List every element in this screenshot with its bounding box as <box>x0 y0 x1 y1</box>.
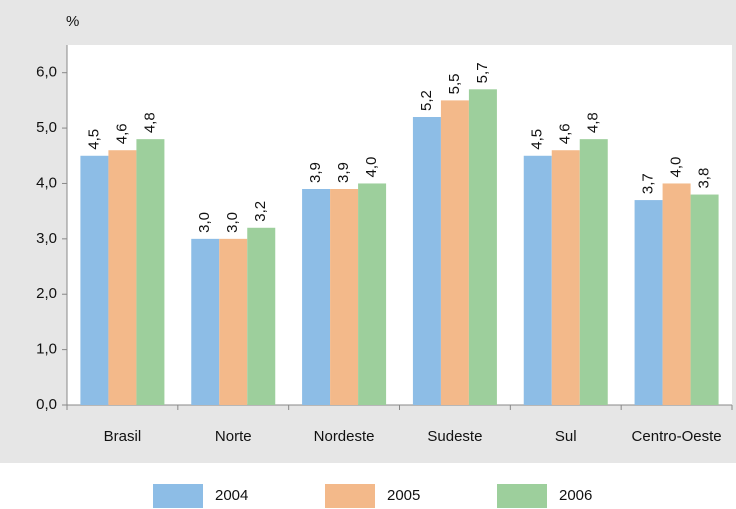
legend-label: 2005 <box>387 487 420 504</box>
bar <box>551 150 580 405</box>
data-label: 4,5 <box>85 129 102 150</box>
data-label: 4,8 <box>585 112 602 133</box>
bar <box>440 100 469 405</box>
legend-label: 2006 <box>559 487 592 504</box>
bar <box>302 189 331 405</box>
bar <box>136 139 165 405</box>
x-tick-label: Sul <box>555 428 577 445</box>
bar <box>579 139 608 405</box>
bar <box>662 183 691 405</box>
y-axis-label: % <box>66 13 79 30</box>
data-label: 5,7 <box>474 62 491 83</box>
data-label: 4,6 <box>113 123 130 144</box>
bar <box>330 189 359 405</box>
data-label: 4,5 <box>529 129 546 150</box>
plot-area <box>67 45 732 405</box>
y-tick-label: 5,0 <box>36 119 57 136</box>
data-label: 3,0 <box>196 212 213 233</box>
data-label: 4,8 <box>141 112 158 133</box>
data-label: 3,2 <box>252 201 269 222</box>
bar <box>80 155 109 405</box>
data-label: 3,9 <box>335 162 352 183</box>
data-label: 5,2 <box>418 90 435 111</box>
y-tick-label: 1,0 <box>36 341 57 358</box>
data-label: 4,0 <box>363 157 380 178</box>
bar <box>690 194 719 405</box>
x-tick-label: Sudeste <box>427 428 482 445</box>
x-tick-label: Centro-Oeste <box>632 428 722 445</box>
data-label: 3,8 <box>696 168 713 189</box>
y-tick-label: 0,0 <box>36 396 57 413</box>
bar <box>412 117 441 405</box>
y-tick-label: 4,0 <box>36 174 57 191</box>
y-tick-label: 6,0 <box>36 64 57 81</box>
x-tick-label: Nordeste <box>314 428 375 445</box>
y-tick-label: 3,0 <box>36 230 57 247</box>
bar <box>247 227 276 405</box>
bar <box>634 200 663 405</box>
x-tick-label: Norte <box>215 428 252 445</box>
bar <box>468 89 497 406</box>
data-label: 5,5 <box>446 74 463 95</box>
data-label: 3,9 <box>307 162 324 183</box>
data-label: 4,6 <box>557 123 574 144</box>
data-label: 3,7 <box>640 173 657 194</box>
bar <box>191 238 220 405</box>
data-label: 4,0 <box>668 157 685 178</box>
legend-swatch <box>153 484 203 508</box>
bar <box>219 238 248 405</box>
data-label: 3,0 <box>224 212 241 233</box>
x-tick-label: Brasil <box>104 428 142 445</box>
bar <box>358 183 387 405</box>
y-tick-label: 2,0 <box>36 285 57 302</box>
bar <box>523 155 552 405</box>
legend-swatch <box>497 484 547 508</box>
bar <box>108 150 137 405</box>
legend-label: 2004 <box>215 487 248 504</box>
legend-swatch <box>325 484 375 508</box>
